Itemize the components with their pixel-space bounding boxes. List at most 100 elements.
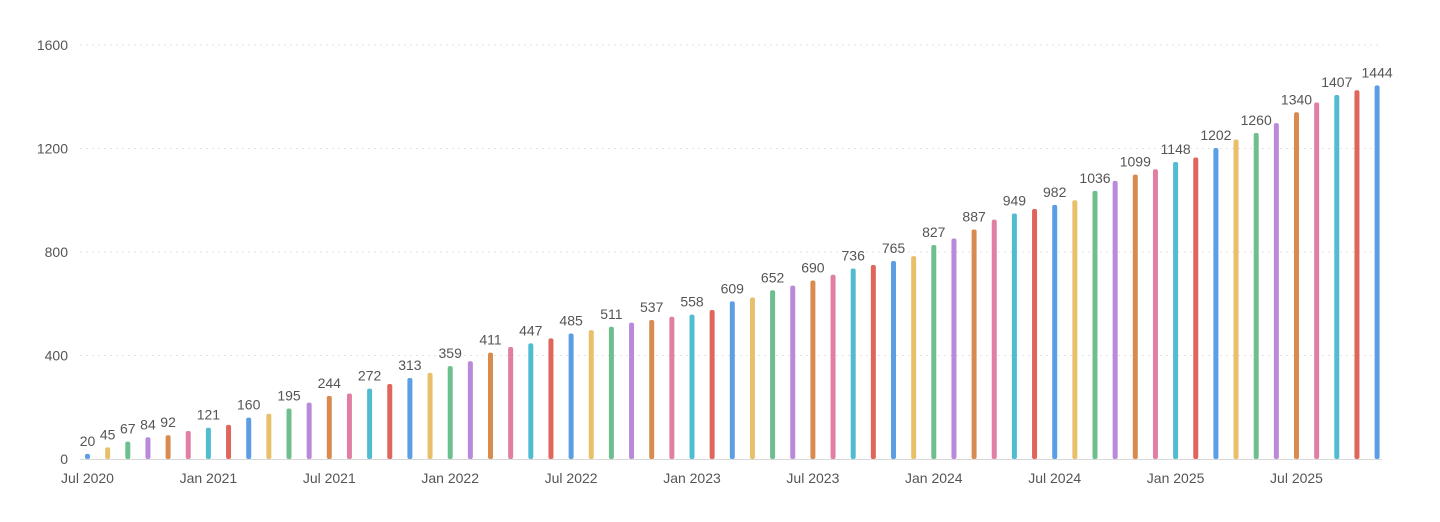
bar-2024-11 [1132,174,1138,460]
y-tick-label: 800 [45,244,69,260]
data-label: 887 [962,208,986,224]
x-tick-label: Jan 2024 [905,470,963,486]
bar-2024-09 [1092,190,1098,459]
grid-layer [80,44,1382,356]
bar-2022-12 [669,316,675,459]
bar-2023-12 [911,256,917,459]
bar-2021-09 [367,388,373,459]
data-label: 84 [140,416,156,432]
data-label: 160 [237,397,261,413]
data-label: 20 [80,433,96,449]
bar-2025-06 [1273,123,1279,459]
bar-2023-04 [749,297,755,459]
y-tick-label: 1600 [37,37,68,53]
x-tick-label: Jan 2025 [1147,470,1205,486]
data-label: 511 [600,306,623,322]
x-tick-label: Jan 2021 [180,470,238,486]
data-label: 121 [197,407,221,423]
bar-2020-10 [145,437,151,459]
bar-2025-08 [1314,102,1320,459]
data-labels: 20 45 67 84 92 121 160 195 244 272 313 359 411 447 485… [80,64,1393,448]
x-axis-ticks: Jul 2020 Jan 2021 Jul 2021 Jan 2022 Jul 2022… [61,470,1323,486]
data-label: 485 [559,313,583,329]
data-label: 447 [519,322,543,338]
data-label: 1202 [1200,127,1231,143]
bar-2025-05 [1253,132,1259,459]
y-tick-label: 0 [60,451,68,467]
bar-2023-08 [830,274,836,459]
x-tick-label: Jul 2023 [786,470,839,486]
y-tick-label: 400 [45,348,69,364]
bar-2022-10 [629,322,635,459]
data-label: 45 [100,426,116,442]
data-label: 765 [882,240,906,256]
data-label: 1407 [1321,74,1352,90]
data-label: 67 [120,421,136,437]
bar-2022-07 [568,333,574,459]
x-tick-label: Jan 2022 [421,470,479,486]
bar-2022-03 [488,352,493,459]
bar-2025-04 [1233,139,1239,459]
bar-2025-10 [1354,90,1360,459]
bar-2021-10 [387,383,393,459]
bar-2022-01 [447,366,453,459]
bar-2024-10 [1112,180,1118,459]
bar-2025-02 [1193,157,1199,459]
data-label: 558 [680,294,704,310]
bar-2024-07 [1052,204,1058,459]
data-label: 411 [479,332,502,348]
bar-2025-09 [1334,94,1340,459]
data-label: 537 [640,299,664,315]
bar-2025-07 [1294,112,1299,460]
bar-2021-04 [266,413,272,459]
x-tick-label: Jul 2025 [1270,470,1323,486]
bar-2023-09 [850,268,856,459]
bar-2020-12 [185,431,191,459]
bar-2023-07 [810,280,816,459]
bar-2021-05 [286,408,292,459]
bar-2023-11 [891,261,896,459]
bar-2024-02 [951,238,957,459]
data-label: 827 [922,224,946,240]
data-label: 313 [398,357,422,373]
bar-2020-07 [85,453,90,459]
data-label: 272 [358,368,382,384]
bar-2024-12 [1152,169,1158,459]
bar-2021-12 [427,372,433,459]
bar-2022-08 [588,330,594,459]
data-label: 1099 [1120,154,1151,170]
x-tick-label: Jul 2022 [545,470,598,486]
data-label: 92 [160,414,176,430]
bar-2021-01 [205,427,211,459]
bar-2023-02 [709,309,715,459]
data-label: 359 [439,345,463,361]
data-label: 609 [721,280,745,296]
data-label: 1260 [1241,112,1272,128]
bar-2023-01 [689,314,695,459]
bar-2021-03 [246,417,252,459]
bar-2023-05 [770,290,776,459]
bar-2020-09 [125,441,131,459]
bar-2023-03 [729,301,735,459]
bar-2021-07 [326,395,332,459]
bar-2023-10 [870,264,876,459]
data-label: 736 [842,248,866,264]
bar-2022-06 [548,338,554,459]
bar-2022-02 [467,361,473,459]
data-label: 1340 [1281,91,1312,107]
bar-2021-08 [346,393,352,459]
bar-2020-11 [165,435,171,459]
bar-2022-05 [528,343,534,459]
bar-2024-05 [1011,213,1017,459]
x-tick-label: Jul 2021 [303,470,356,486]
data-label: 244 [318,375,342,391]
bar-2024-03 [971,229,977,459]
y-axis-ticks: 0 400 800 1200 1600 [37,37,68,467]
x-tick-label: Jul 2024 [1028,470,1081,486]
bar-2020-08 [105,447,111,459]
data-label: 949 [1003,192,1027,208]
data-label: 1036 [1079,170,1110,186]
bar-2025-03 [1213,147,1219,460]
bar-2024-04 [991,219,997,459]
bar-2022-11 [649,320,655,459]
